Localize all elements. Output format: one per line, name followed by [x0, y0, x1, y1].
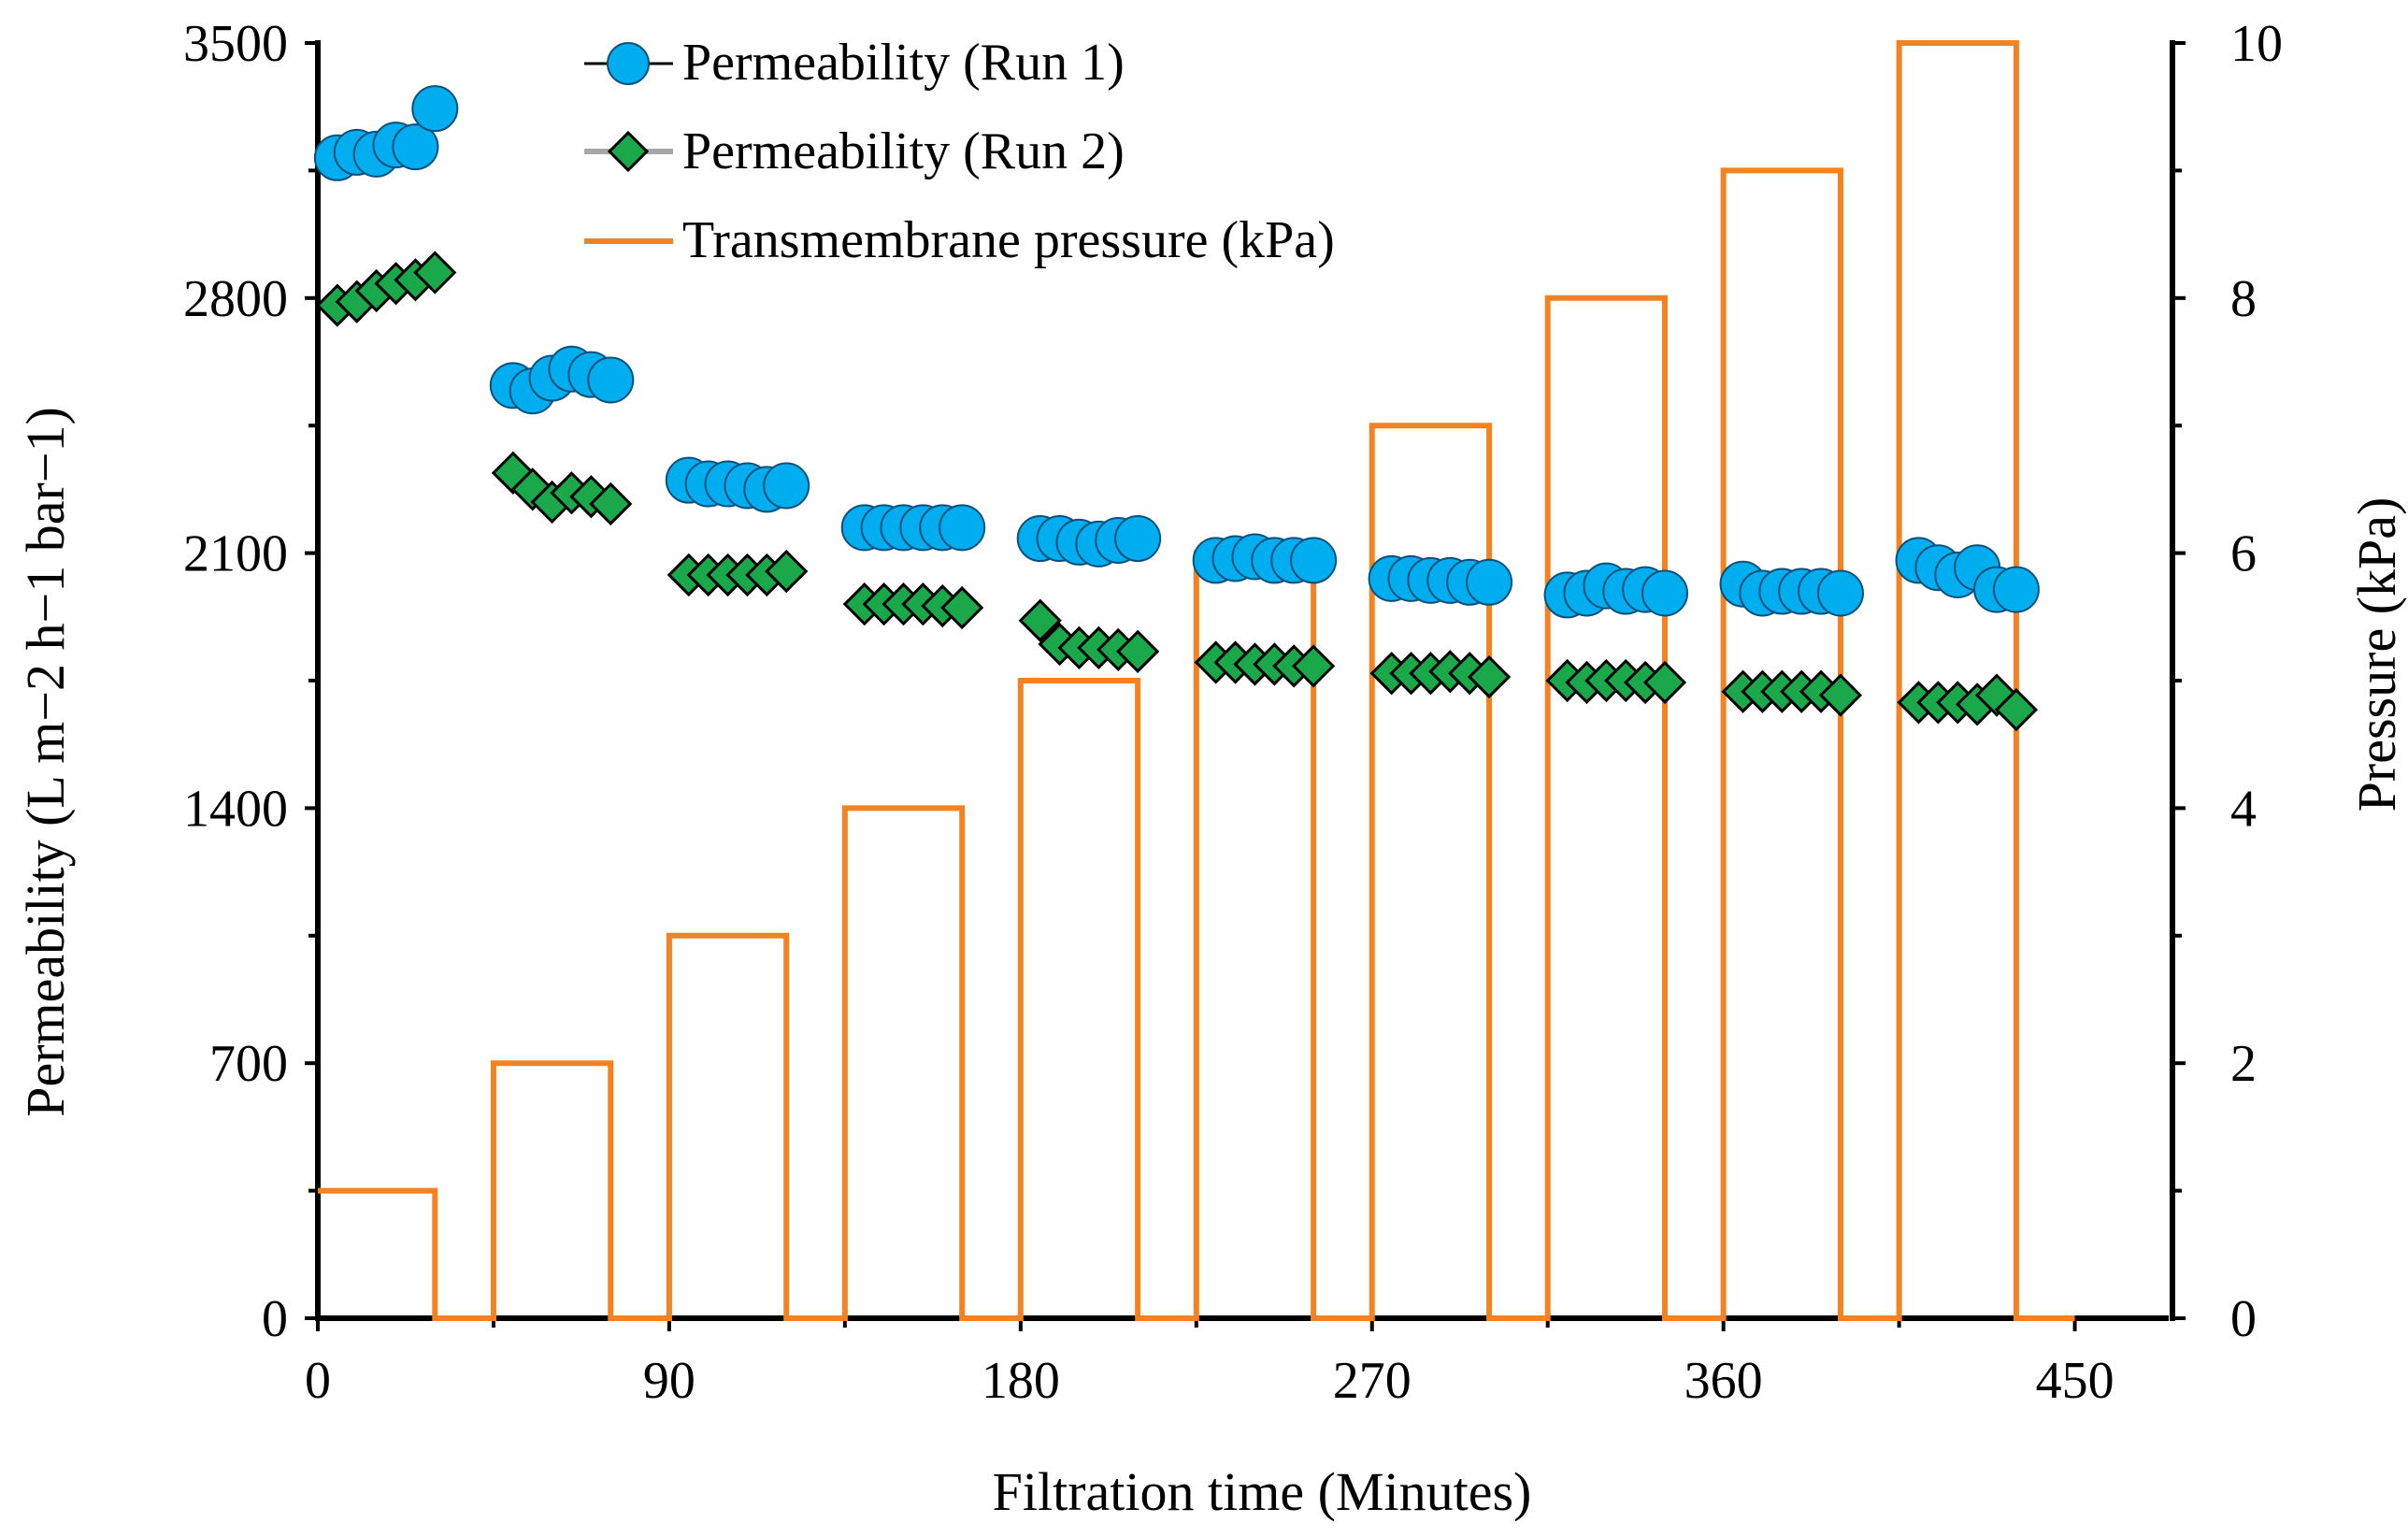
x-tick-label: 180: [982, 1352, 1060, 1410]
left-y-axis-title: Permeability (L m−2 h−1 bar−1): [15, 407, 76, 1117]
y2-tick-label: 10: [2230, 15, 2283, 73]
run2-point: [1994, 688, 2039, 732]
run2-point: [1116, 629, 1160, 673]
y2-tick-label: 2: [2230, 1035, 2257, 1093]
run1-point: [392, 123, 439, 171]
run2-point: [413, 251, 457, 294]
legend-run1-label: Permeability (Run 1): [682, 34, 1125, 92]
run1-point: [1290, 537, 1338, 584]
run2-point: [1642, 660, 1687, 705]
x-tick-label: 90: [643, 1352, 695, 1410]
legend-pressure-label: Transmembrane pressure (kPa): [682, 211, 1335, 269]
x-axis-title: Filtration time (Minutes): [993, 1461, 1532, 1522]
y2-tick-label: 8: [2230, 270, 2257, 328]
run2-point: [1467, 654, 1512, 699]
legend-run2-marker: [607, 130, 650, 173]
run2-point: [1291, 644, 1336, 688]
ticks-layer: 0 90 180 270 360 450 0 700 1400 2100 2800 3500 0 2 4 6 8…: [183, 15, 2283, 1410]
x-tick-label: 0: [305, 1352, 331, 1410]
right-y-axis-title: Pressure (kPa): [2346, 497, 2407, 812]
run2-point: [1018, 598, 1062, 642]
run1-series: [313, 85, 2040, 619]
run1-point: [763, 462, 810, 510]
y-tick-label: 1400: [183, 780, 288, 838]
pressure-series: [318, 40, 2075, 1321]
run2-series: [315, 251, 2039, 732]
legend-run2-label: Permeability (Run 2): [682, 122, 1125, 180]
pressure-line: [318, 40, 2075, 1321]
legend: Permeability (Run 1) Permeability (Run 2…: [584, 34, 1335, 269]
y-tick-label: 3500: [183, 15, 288, 73]
run2-point: [940, 585, 984, 630]
y2-tick-label: 4: [2230, 780, 2257, 838]
run1-point: [939, 504, 986, 552]
legend-item-pressure: Transmembrane pressure (kPa): [584, 211, 1335, 269]
run1-point: [587, 356, 635, 404]
y2-tick-label: 0: [2230, 1290, 2257, 1348]
y-tick-label: 0: [262, 1290, 288, 1348]
run1-point: [1816, 569, 1864, 617]
run1-point: [1466, 558, 1513, 606]
y-tick-label: 2100: [183, 525, 288, 583]
y-tick-label: 2800: [183, 270, 288, 328]
run1-point: [1992, 566, 2040, 613]
x-tick-label: 450: [2036, 1352, 2114, 1410]
legend-item-run1: Permeability (Run 1): [584, 34, 1125, 92]
run2-point: [589, 481, 633, 526]
x-tick-label: 270: [1333, 1352, 1412, 1410]
run1-point: [411, 85, 459, 133]
legend-run1-marker: [607, 42, 650, 85]
y2-tick-label: 6: [2230, 525, 2257, 583]
y-tick-label: 700: [209, 1035, 288, 1093]
legend-item-run2: Permeability (Run 2): [584, 122, 1125, 180]
run2-point: [1818, 673, 1863, 717]
run2-point: [765, 549, 809, 594]
x-tick-label: 360: [1684, 1352, 1763, 1410]
run1-point: [1114, 515, 1162, 563]
run1-point: [1641, 569, 1689, 617]
